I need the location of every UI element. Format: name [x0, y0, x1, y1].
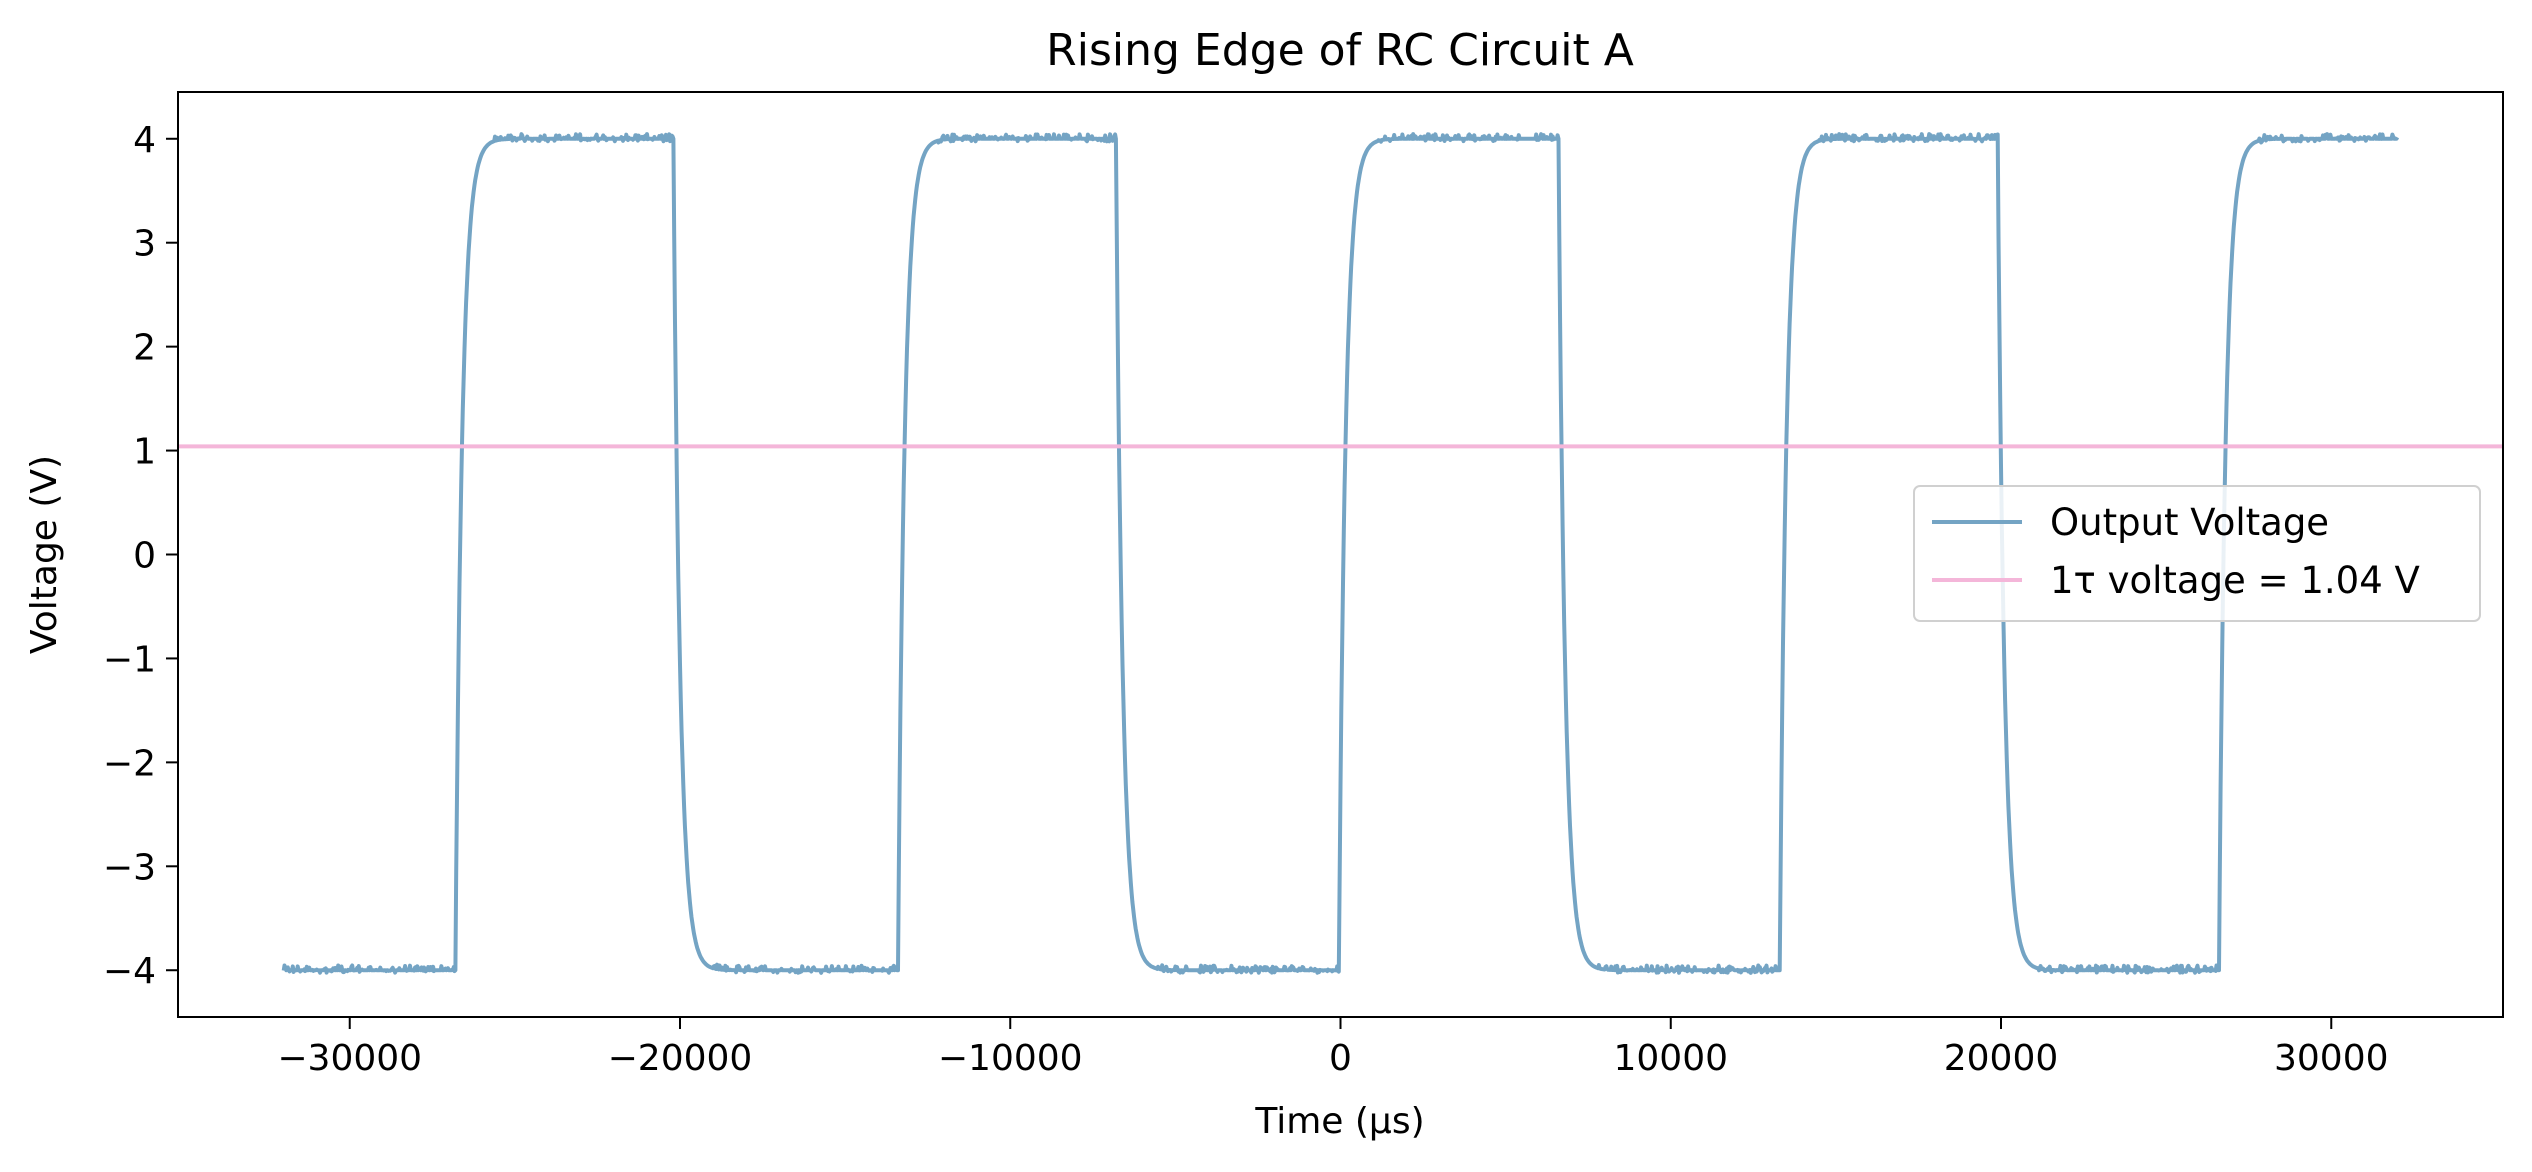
y-tick-label: −4	[103, 951, 156, 992]
y-axis-ticks: 4 3 2 1 0 −1 −2 −3 −4	[103, 120, 178, 992]
y-tick-label: 2	[133, 328, 156, 369]
x-tick-label: −20000	[608, 1038, 753, 1079]
x-tick-label: 10000	[1613, 1038, 1728, 1079]
series-line-output-voltage	[281, 132, 2400, 975]
y-tick-label: 4	[133, 120, 156, 161]
legend-frame	[1913, 485, 2481, 622]
legend-label-output-voltage: Output Voltage	[2050, 501, 2329, 544]
series-group	[178, 132, 2503, 975]
legend: Output Voltage 1τ voltage = 1.04 V	[1913, 485, 2481, 622]
chart-title: Rising Edge of RC Circuit A	[1046, 25, 1634, 76]
x-tick-label: 20000	[1944, 1038, 2059, 1079]
y-tick-label: 3	[133, 224, 156, 265]
y-tick-label: −2	[103, 743, 156, 784]
x-tick-label: −30000	[277, 1038, 422, 1079]
y-axis-label: Voltage (V)	[24, 455, 65, 654]
y-tick-label: −3	[103, 847, 156, 888]
x-tick-label: 0	[1329, 1038, 1352, 1079]
y-tick-label: −1	[103, 639, 156, 680]
y-tick-label: 0	[133, 536, 156, 577]
x-tick-label: −10000	[938, 1038, 1083, 1079]
x-axis-ticks: −30000 −20000 −10000 0 10000 20000 30000	[277, 1017, 2389, 1079]
x-axis-label: Time (µs)	[1254, 1101, 1424, 1142]
y-tick-label: 1	[133, 432, 156, 473]
legend-label-tau-voltage: 1τ voltage = 1.04 V	[2050, 559, 2420, 602]
x-tick-label: 30000	[2274, 1038, 2389, 1079]
